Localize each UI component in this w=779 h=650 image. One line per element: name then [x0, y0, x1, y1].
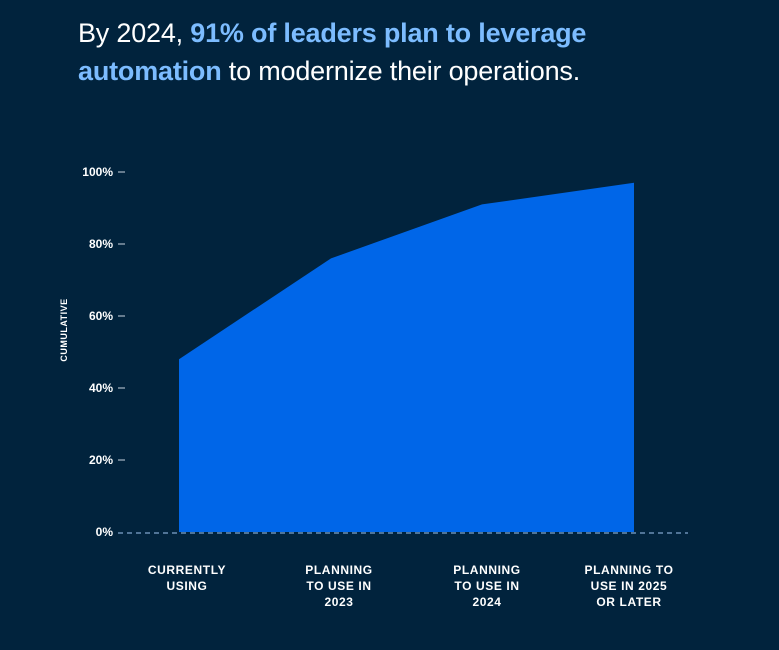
y-tick-label: 40% [89, 381, 113, 395]
x-category-label: CURRENTLY USING [148, 563, 226, 593]
title-suffix: to modernize their operations. [221, 56, 580, 86]
x-category-label: PLANNING TO USE IN 2023 [305, 563, 372, 609]
y-axis-label: CUMULATIVE [59, 298, 69, 361]
y-tick-label: 100% [82, 165, 113, 179]
title-prefix: By 2024, [78, 18, 191, 48]
chart-title: By 2024, 91% of leaders plan to leverage… [78, 14, 678, 90]
title-highlight: 91% of leaders plan to leverage automati… [78, 18, 587, 86]
y-tick-label: 80% [89, 237, 113, 251]
y-tick-label: 20% [89, 453, 113, 467]
x-axis: CURRENTLY USING PLANNING TO USE IN 2023 PLANN… [148, 563, 673, 609]
y-axis: 0% 20% 40% 60% 80% 100% [82, 165, 125, 539]
cumulative-area [179, 182, 634, 533]
y-tick-label: 0% [96, 525, 114, 539]
y-tick-label: 60% [89, 309, 113, 323]
x-category-label: PLANNING TO USE IN 2025 OR LATER [584, 563, 673, 609]
x-category-label: PLANNING TO USE IN 2024 [453, 563, 520, 609]
